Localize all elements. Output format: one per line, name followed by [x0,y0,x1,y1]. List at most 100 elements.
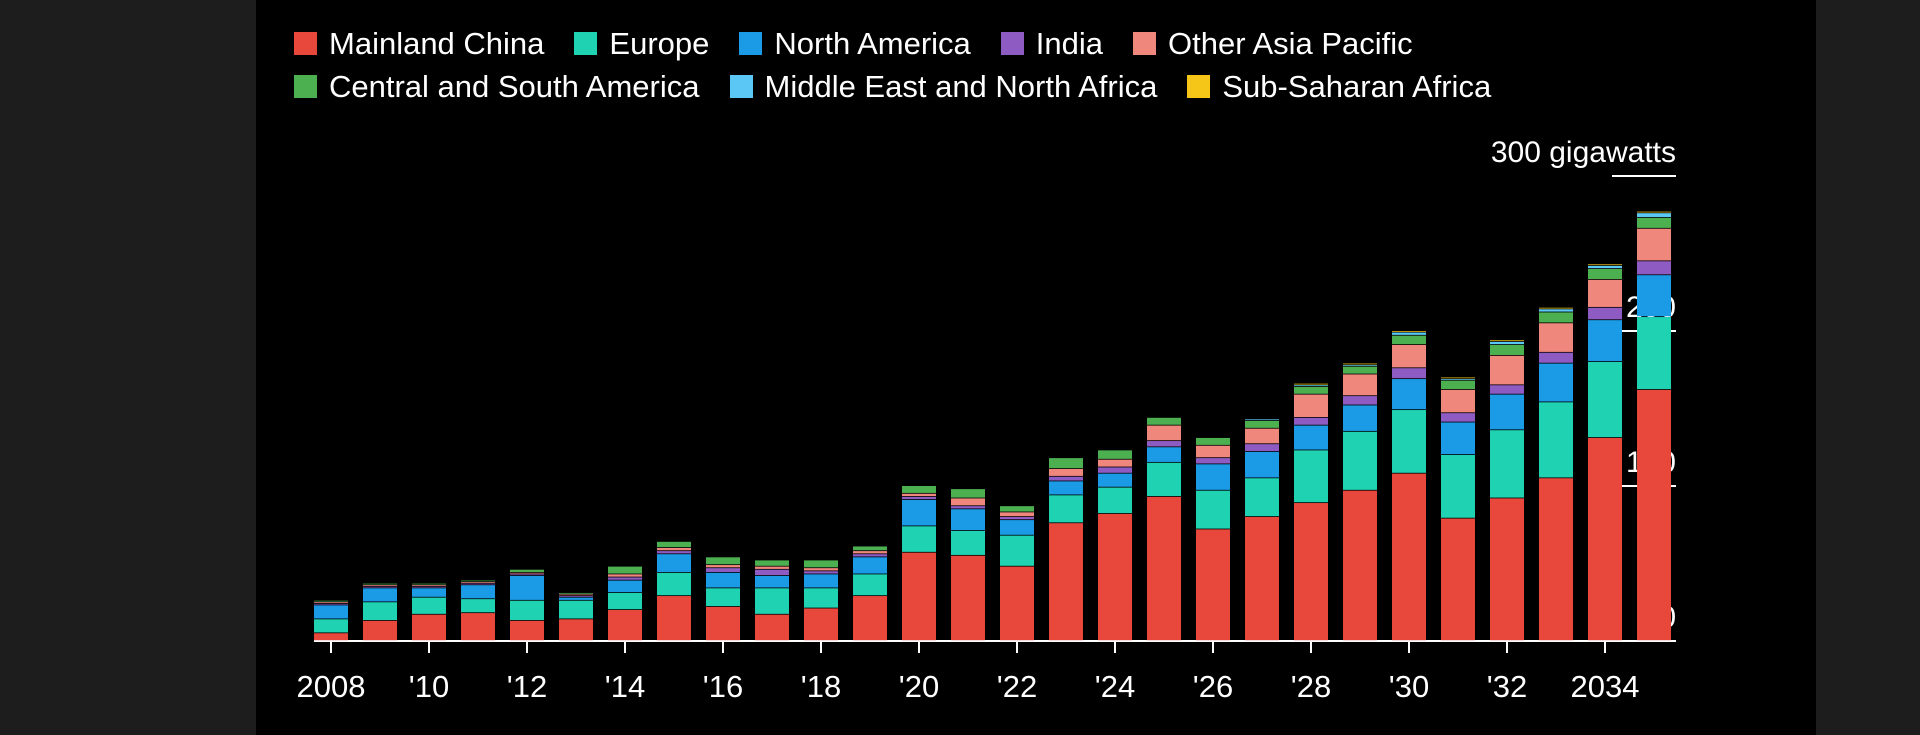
bar-stack-2012 [510,569,544,641]
legend-label-sub-saharan-africa: Sub-Saharan Africa [1222,69,1492,104]
x-tick-label: '30 [1389,669,1429,704]
bar-stack-2011 [461,580,495,641]
bar-segment-india [853,554,887,557]
bar-stack-2023 [1049,458,1083,641]
bar-segment-north-america [363,588,397,602]
legend-label-europe: Europe [609,26,710,61]
bar-segment-europe [1000,535,1034,566]
bar-segment-central-and-south-america [559,592,593,594]
bar-segment-other-asia-pacific [1294,394,1328,417]
bar-stack-2008 [314,600,348,641]
legend-label-north-america: North America [774,26,971,61]
bar-segment-mainland-china [1588,437,1622,641]
legend-item-north-america: North America [739,22,971,65]
bar-segment-other-asia-pacific [1098,459,1132,467]
bar-segment-sub-saharan-africa [1539,307,1573,309]
bar-segment-central-and-south-america [1539,312,1573,323]
x-tick-label: '10 [409,669,449,704]
bar-segment-other-asia-pacific [755,566,789,569]
legend-row: Central and South America Middle East and… [294,65,1694,108]
bar-segment-mainland-china [510,620,544,641]
bar-segment-middle-east-and-north-africa [1245,419,1279,421]
x-tick-label: '32 [1487,669,1527,704]
bar-segment-central-and-south-america [1049,458,1083,469]
bar-segment-other-asia-pacific [902,493,936,497]
bar-segment-north-america [657,554,691,572]
bar-segment-central-and-south-america [608,566,642,574]
bar-segment-mainland-china [1637,389,1671,641]
bar-stack-2014 [608,566,642,641]
bar-segment-north-america [1441,422,1475,455]
bar-segment-other-asia-pacific [1490,355,1524,385]
bar-segment-middle-east-and-north-africa [1539,309,1573,312]
bar-segment-north-america [461,585,495,599]
bar-segment-india [559,596,593,597]
bar-segment-other-asia-pacific [1539,323,1573,352]
bar-segment-india [1049,476,1083,481]
bar-segment-central-and-south-america [951,489,985,498]
bar-stack-2034 [1588,264,1622,641]
bar-segment-india [1441,413,1475,422]
bar-segment-mainland-china [853,596,887,641]
bar-segment-mainland-china [1294,503,1328,641]
bar-segment-mainland-china [1441,518,1475,641]
bar-segment-other-asia-pacific [657,548,691,551]
bar-segment-europe [1441,455,1475,518]
bar-segment-mainland-china [559,619,593,641]
bar-segment-india [461,583,495,585]
bar-stack-2009 [363,583,397,641]
bar-segment-middle-east-and-north-africa [1490,341,1524,345]
bar-segment-other-asia-pacific [1049,468,1083,476]
legend-label-mainland-china: Mainland China [329,26,545,61]
bar-segment-mainland-china [804,608,838,641]
legend-item-mainland-china: Mainland China [294,22,544,65]
bar-segment-india [902,496,936,500]
bar-segment-mainland-china [755,614,789,641]
bar-segment-sub-saharan-africa [1294,383,1328,385]
bar-segment-india [1147,441,1181,447]
bar-segment-north-america [510,575,544,600]
bar-segment-india [363,586,397,588]
stacked-bar-chart: 0100200300 gigawatts2008'10'12'14'16'18'… [297,136,1676,704]
bar-segment-europe [1294,450,1328,503]
bar-segment-europe [1049,495,1083,523]
bar-segment-other-asia-pacific [1392,344,1426,368]
bar-segment-sub-saharan-africa [1441,377,1475,379]
bar-segment-india [951,506,985,509]
bar-segment-other-asia-pacific [1637,228,1671,261]
legend-label-middle-east-and-north-africa: Middle East and North Africa [764,69,1158,104]
legend-swatch-europe [574,32,598,55]
bar-segment-europe [1637,317,1671,390]
bar-segment-middle-east-and-north-africa [1343,365,1377,366]
legend-item-india: India [1000,22,1103,65]
legend-label-central-and-south-america: Central and South America [329,69,700,104]
x-tick-label: '22 [997,669,1037,704]
bar-segment-central-and-south-america [1343,366,1377,374]
legend-swatch-middle-east-and-north-africa [729,75,753,98]
bar-segment-mainland-china [608,610,642,641]
bar-segment-india [1588,307,1622,320]
bar-segment-europe [1147,462,1181,497]
bar-segment-north-america [706,572,740,588]
bar-stack-2010 [412,583,446,641]
bar-segment-mainland-china [1049,523,1083,641]
bar-segment-europe [951,530,985,555]
bar-segment-north-america [1294,425,1328,450]
x-tick-label: '14 [605,669,645,704]
bar-stack-2019 [853,546,887,641]
bar-segment-other-asia-pacific [314,602,348,603]
bar-segment-mainland-china [412,614,446,641]
bar-segment-north-america [412,588,446,597]
bar-segment-middle-east-and-north-africa [1392,332,1426,335]
bar-segment-central-and-south-america [755,560,789,566]
bar-segment-central-and-south-america [510,569,544,572]
legend-swatch-other-asia-pacific [1133,32,1157,55]
bar-stack-2021 [951,489,985,641]
bar-segment-other-asia-pacific [1245,428,1279,444]
bar-segment-mainland-china [1539,478,1573,641]
bar-segment-other-asia-pacific [1441,389,1475,413]
bar-segment-mainland-china [363,620,397,641]
bar-segment-central-and-south-america [804,560,838,568]
legend-swatch-india [1000,32,1024,55]
bar-stack-2030 [1392,331,1426,641]
